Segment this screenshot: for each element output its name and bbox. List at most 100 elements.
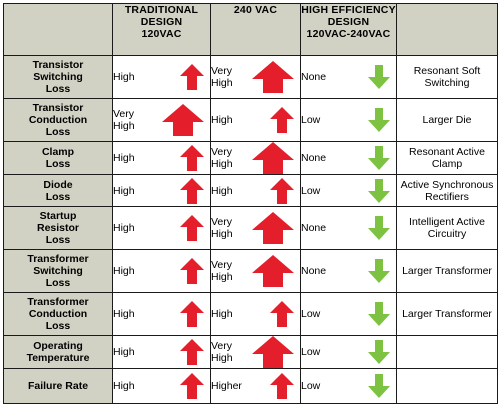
- row-label-line: Loss: [45, 190, 71, 203]
- red-up-arrow-icon: [252, 211, 294, 244]
- traditional-cell: High: [112, 334, 211, 370]
- row-label: Transformer Conduction Loss: [3, 291, 113, 336]
- vac240-cell: High: [210, 174, 301, 208]
- high-efficiency-cell-line: Low: [301, 184, 321, 197]
- vac240-cell-line: Very: [211, 146, 233, 159]
- vac240-cell-line: High: [211, 113, 233, 126]
- header-high-efficiency-line: HIGH EFFICIENCY: [301, 4, 396, 16]
- high-efficiency-cell: Low: [300, 368, 397, 404]
- traditional-cell: High: [112, 140, 211, 176]
- vac240-cell-line: Higher: [211, 380, 242, 393]
- traditional-cell-text: High: [113, 222, 135, 234]
- red-up-arrow-icon: [252, 335, 294, 368]
- vac240-cell-line: High: [211, 351, 233, 364]
- traditional-cell-line: High: [113, 345, 135, 358]
- solution-note: Resonant Active Clamp: [396, 140, 498, 176]
- row-label-line: Diode: [43, 178, 73, 191]
- traditional-cell-text: High: [113, 185, 135, 197]
- red-up-arrow-icon: [180, 145, 204, 172]
- row-label-line: Transistor: [32, 58, 84, 71]
- high-efficiency-cell-text: Low: [301, 185, 320, 197]
- high-efficiency-cell-text: Low: [301, 308, 320, 320]
- row-label-line: Transistor: [32, 101, 84, 114]
- row-label-line: Loss: [45, 82, 71, 95]
- traditional-cell-text: High: [113, 71, 135, 83]
- traditional-cell-text: High: [113, 380, 135, 392]
- traditional-cell-line: High: [113, 184, 135, 197]
- red-up-arrow-icon: [180, 214, 204, 241]
- traditional-cell-line: Very: [113, 107, 135, 120]
- traditional-cell: Very High: [112, 97, 211, 142]
- traditional-cell: High: [112, 174, 211, 208]
- table-row: Clamp Loss High Very High None Resonant Active…: [3, 140, 498, 176]
- header-traditional-line: DESIGN: [140, 16, 183, 28]
- row-label-line: Conduction: [28, 113, 88, 126]
- vac240-cell-text: Very High: [211, 65, 233, 89]
- header-240vac: 240 VAC: [210, 3, 301, 56]
- row-label-line: Clamp: [41, 146, 75, 159]
- solution-note: Larger Transformer: [396, 291, 498, 336]
- vac240-cell-text: Very High: [211, 259, 233, 283]
- traditional-cell: High: [112, 368, 211, 404]
- row-label-line: Loss: [45, 158, 71, 171]
- vac240-cell-text: High: [211, 185, 233, 197]
- solution-note-line: Active Synchronous: [400, 178, 494, 191]
- table-body: Transistor Switching Loss High Very High None R…: [3, 55, 498, 404]
- solution-note-line: Larger Die: [422, 113, 472, 126]
- high-efficiency-cell-line: Low: [301, 380, 321, 393]
- high-efficiency-cell-line: Low: [301, 345, 321, 358]
- solution-note-line: Rectifiers: [425, 190, 469, 203]
- green-down-arrow-icon: [368, 215, 390, 240]
- vac240-cell-line: High: [211, 158, 233, 171]
- solution-note: Larger Transformer: [396, 248, 498, 293]
- green-down-arrow-icon: [368, 258, 390, 283]
- row-label-line: Switching: [33, 70, 83, 83]
- solution-note: Larger Die: [396, 97, 498, 142]
- high-efficiency-cell-text: None: [301, 222, 326, 234]
- red-up-arrow-icon: [270, 373, 294, 400]
- row-label: Transistor Switching Loss: [3, 55, 113, 99]
- traditional-cell: High: [112, 248, 211, 293]
- header-high-efficiency: HIGH EFFICIENCY DESIGN 120VAC-240VAC: [300, 3, 397, 56]
- solution-note: [396, 334, 498, 370]
- high-efficiency-cell-line: Low: [301, 307, 321, 320]
- vac240-cell-line: High: [211, 307, 233, 320]
- traditional-cell-line: High: [113, 264, 135, 277]
- row-label-line: Loss: [45, 319, 71, 332]
- traditional-cell-text: Very High: [113, 108, 135, 132]
- red-up-arrow-icon: [180, 373, 204, 400]
- header-traditional-line: TRADITIONAL: [124, 4, 199, 16]
- high-efficiency-cell-line: None: [301, 264, 327, 277]
- header-row: TRADITIONAL DESIGN 120VAC 240 VAC HIGH E…: [3, 3, 498, 56]
- traditional-cell: High: [112, 206, 211, 250]
- solution-note-line: Resonant Soft: [413, 64, 481, 77]
- vac240-cell-line: High: [211, 184, 233, 197]
- vac240-cell-text: High: [211, 308, 233, 320]
- high-efficiency-cell-line: None: [301, 221, 327, 234]
- traditional-cell-line: High: [113, 380, 135, 393]
- solution-note-line: Larger Transformer: [402, 264, 492, 277]
- traditional-cell-text: High: [113, 308, 135, 320]
- solution-note-line: Switching: [424, 76, 470, 89]
- solution-note: Active Synchronous Rectifiers: [396, 174, 498, 208]
- table-row: Failure Rate High Higher Low: [3, 368, 498, 404]
- solution-note-line: Circuitry: [427, 227, 467, 240]
- row-label-line: Loss: [45, 125, 71, 138]
- row-label: Diode Loss: [3, 174, 113, 208]
- traditional-cell-line: High: [113, 119, 135, 132]
- vac240-cell-text: Higher: [211, 380, 242, 392]
- row-label-line: Conduction: [28, 307, 88, 320]
- high-efficiency-cell-text: Low: [301, 380, 320, 392]
- vac240-cell: Higher: [210, 368, 301, 404]
- green-down-arrow-icon: [368, 146, 390, 171]
- vac240-cell-line: High: [211, 227, 233, 240]
- row-label: Transformer Switching Loss: [3, 248, 113, 293]
- vac240-cell-text: Very High: [211, 216, 233, 240]
- solution-note-line: Larger Transformer: [402, 307, 492, 320]
- header-notes: [396, 3, 498, 56]
- corner-cell: [3, 3, 113, 56]
- vac240-cell-text: Very High: [211, 146, 233, 170]
- red-up-arrow-icon: [162, 103, 204, 136]
- solution-note: [396, 368, 498, 404]
- vac240-cell: High: [210, 97, 301, 142]
